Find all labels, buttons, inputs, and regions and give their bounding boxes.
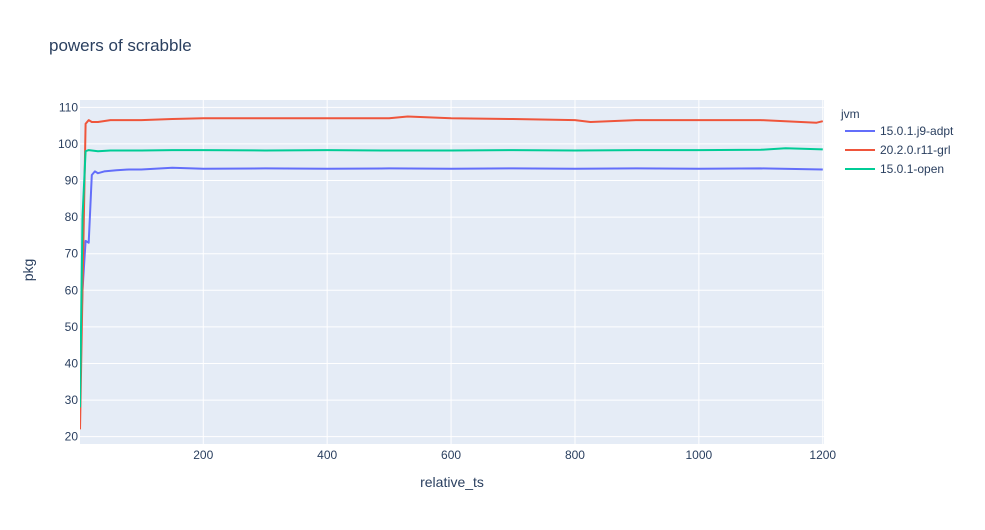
- x-tick-label: 800: [565, 448, 585, 462]
- legend-title: jvm: [840, 107, 860, 121]
- y-tick-label: 80: [65, 210, 79, 224]
- y-tick-label: 40: [65, 356, 79, 370]
- legend-label: 15.0.1-open: [880, 162, 944, 176]
- y-tick-label: 60: [65, 283, 79, 297]
- chart-title: powers of scrabble: [49, 36, 192, 55]
- legend: jvm 15.0.1.j9-adpt 20.2.0.r11-grl 15.0.1-o…: [840, 107, 954, 176]
- y-tick-labels: 20 30 40 50 60 70 80 90 100 110: [58, 100, 78, 443]
- legend-label: 20.2.0.r11-grl: [880, 143, 950, 157]
- y-tick-label: 90: [65, 174, 79, 188]
- y-tick-label: 20: [65, 430, 79, 444]
- legend-item[interactable]: 20.2.0.r11-grl: [845, 143, 950, 157]
- x-tick-label: 1000: [686, 448, 713, 462]
- series-lines: [80, 115, 824, 430]
- y-tick-label: 70: [65, 247, 79, 261]
- y-gridlines: [80, 106, 824, 438]
- y-tick-label: 110: [59, 100, 78, 114]
- x-tick-label: 400: [317, 448, 337, 462]
- y-axis-title: pkg: [20, 259, 36, 282]
- series-line-1: [80, 166, 823, 364]
- x-axis-title: relative_ts: [420, 474, 484, 490]
- x-tick-labels: 200 400 600 800 1000 1200: [193, 448, 836, 462]
- legend-label: 15.0.1.j9-adpt: [880, 124, 954, 138]
- x-tick-label: 600: [441, 448, 461, 462]
- series-line-3: [80, 147, 823, 408]
- y-tick-label: 100: [58, 137, 78, 151]
- y-tick-label: 50: [65, 320, 79, 334]
- legend-item[interactable]: 15.0.1.j9-adpt: [845, 124, 954, 138]
- legend-item[interactable]: 15.0.1-open: [845, 162, 944, 176]
- x-tick-label: 200: [193, 448, 213, 462]
- x-gridlines: [202, 100, 824, 444]
- y-tick-label: 30: [65, 393, 79, 407]
- x-tick-label: 1200: [809, 448, 836, 462]
- plot-area: [80, 100, 824, 444]
- series-line-2: [80, 115, 824, 430]
